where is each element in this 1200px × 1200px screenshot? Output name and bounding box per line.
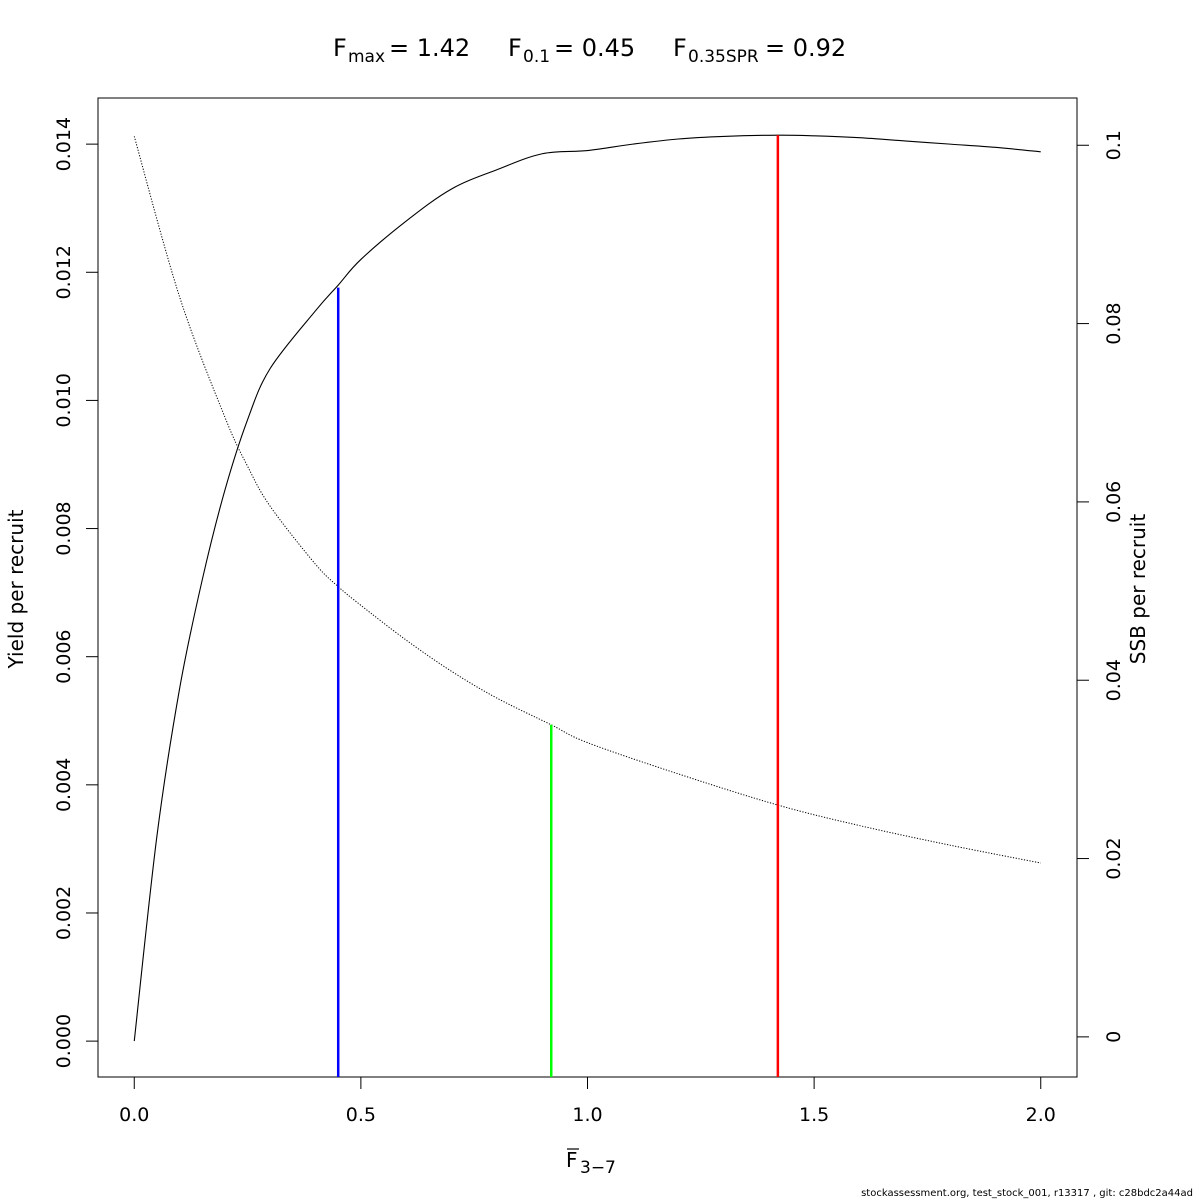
- x-tick-label: 1.0: [572, 1104, 602, 1126]
- x-tick-label: 0.0: [119, 1104, 149, 1126]
- y-axis-left-title: Yield per recruit: [4, 509, 28, 669]
- y-axis-right-title: SSB per recruit: [1126, 514, 1150, 665]
- y-right-tick-label: 0.04: [1103, 659, 1125, 701]
- x-axis-title-main: F: [566, 1148, 578, 1172]
- plot-frame: [97, 97, 1078, 1078]
- fspr-subscript: 0.35SPR: [688, 47, 759, 67]
- ssb-per-recruit-curve: [133, 136, 1041, 864]
- yield-per-recruit-curve: [133, 134, 1041, 1042]
- reference-lines: [336, 135, 780, 1077]
- x-axis: 0.0 0.5 1.0 1.5 2.0: [119, 1076, 1056, 1126]
- y-right-tick-label: 0.08: [1103, 302, 1125, 344]
- fmax-subscript: max: [348, 47, 385, 67]
- y-left-tick-label: 0.014: [53, 117, 75, 171]
- y-axis-right: 0 0.02 0.04 0.06 0.08 0.1: [1076, 130, 1125, 1043]
- f01-value: = 0.45: [554, 34, 635, 62]
- y-left-tick-label: 0.006: [53, 629, 75, 683]
- x-tick-label: 1.5: [799, 1104, 829, 1126]
- x-tick-label: 2.0: [1026, 1104, 1056, 1126]
- y-left-tick-label: 0.002: [53, 886, 75, 940]
- x-tick-label: 0.5: [346, 1104, 376, 1126]
- y-right-tick-label: 0.02: [1103, 837, 1125, 879]
- y-left-tick-label: 0.004: [53, 758, 75, 812]
- footer-note: stockassessment.org, test_stock_001, r13…: [861, 1188, 1193, 1199]
- chart-title: F max = 1.42 F 0.1 = 0.45 F 0.35SPR = 0.…: [333, 34, 846, 67]
- x-axis-title-subscript: 3−7: [580, 1158, 616, 1178]
- y-right-tick-label: 0: [1103, 1031, 1125, 1043]
- y-left-tick-label: 0.010: [53, 373, 75, 427]
- y-right-tick-label: 0.06: [1103, 481, 1125, 523]
- series-layer: [133, 134, 1041, 1042]
- fspr-value: = 0.92: [765, 34, 846, 62]
- y-left-tick-label: 0.012: [53, 245, 75, 299]
- y-right-tick-label: 0.1: [1103, 130, 1125, 160]
- fmax-symbol: F: [333, 34, 347, 62]
- f01-subscript: 0.1: [523, 47, 550, 67]
- f01-symbol: F: [508, 34, 522, 62]
- y-left-tick-label: 0.000: [53, 1014, 75, 1068]
- x-axis-title: F 3−7: [566, 1148, 616, 1178]
- y-left-tick-label: 0.008: [53, 501, 75, 555]
- fmax-value: = 1.42: [389, 34, 470, 62]
- y-axis-left: 0.000 0.002 0.004 0.006 0.008 0.010 0.012 0.014: [53, 117, 99, 1068]
- fspr-symbol: F: [673, 34, 687, 62]
